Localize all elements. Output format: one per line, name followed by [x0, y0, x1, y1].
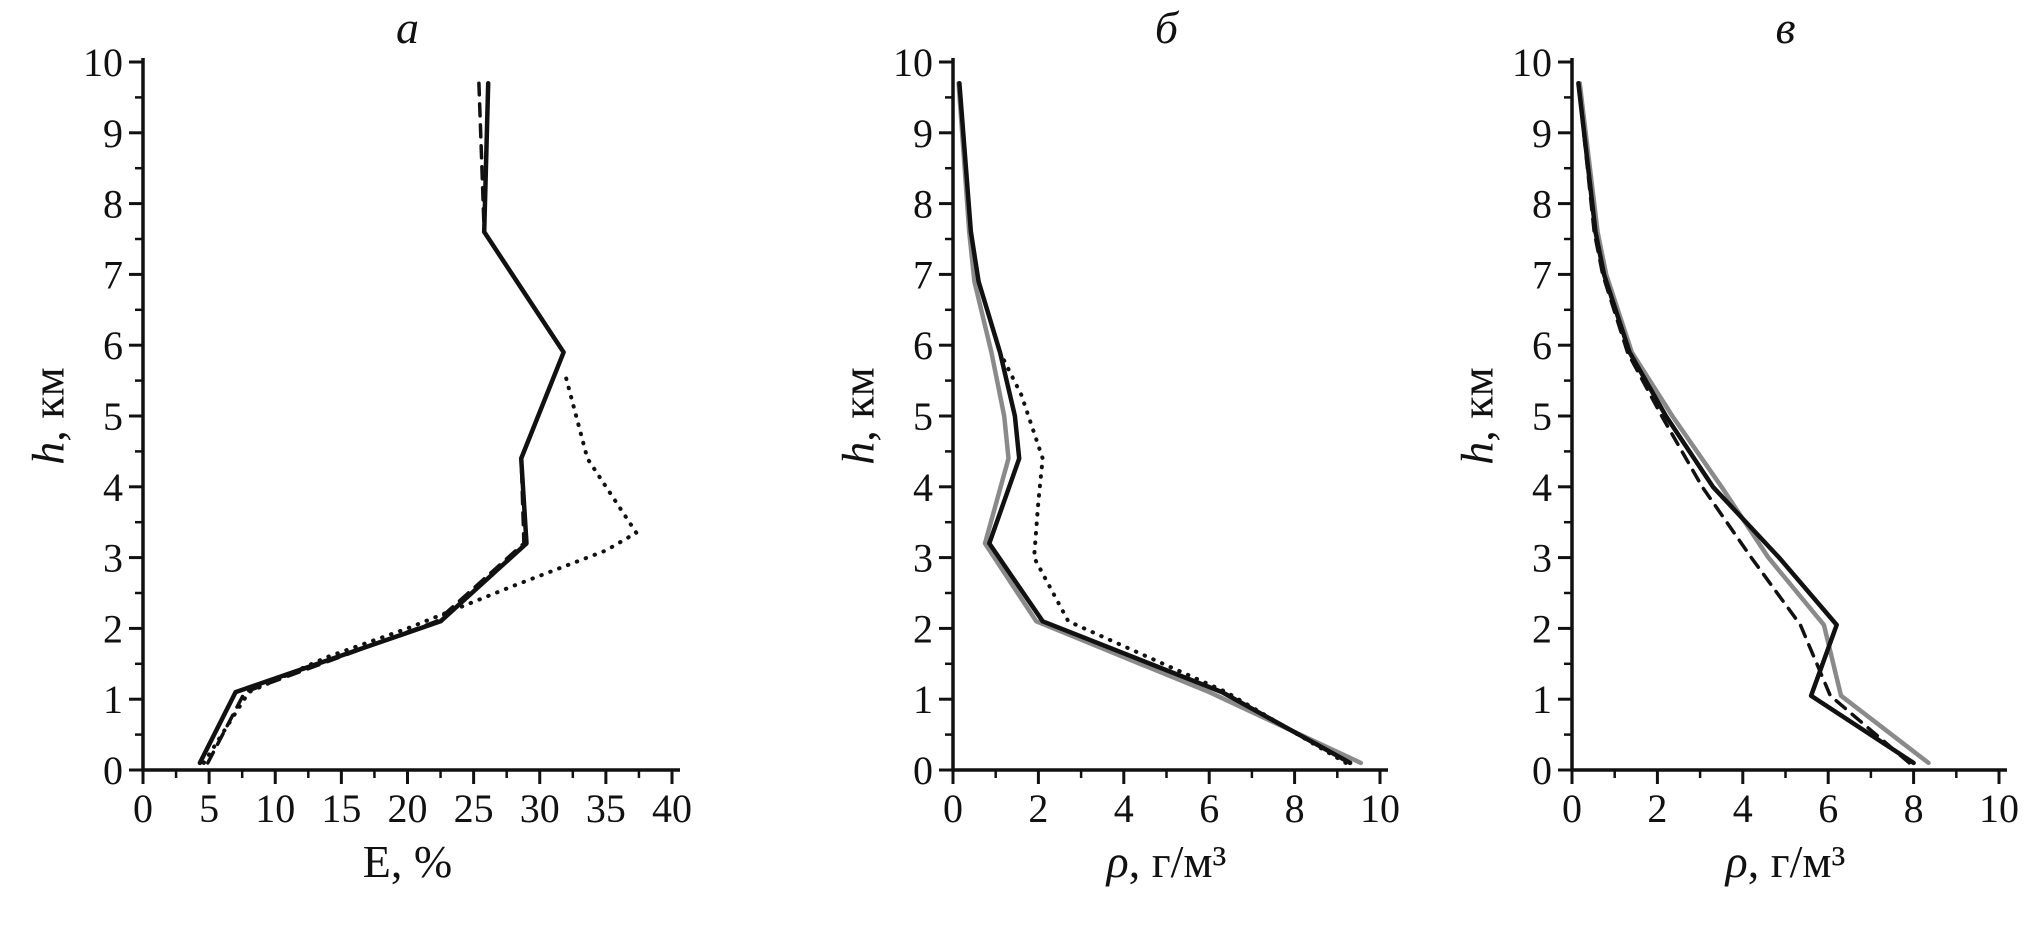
y-tick-label: 9 — [103, 111, 123, 156]
y-tick-label: 7 — [913, 252, 933, 297]
y-tick-label: 5 — [913, 394, 933, 439]
axes-a — [141, 58, 680, 772]
x-tick-label: 4 — [1733, 786, 1753, 831]
panel-v-ylabel-italic: h — [1451, 441, 1503, 465]
y-tick-label: 6 — [103, 323, 123, 368]
y-tick-label: 7 — [103, 252, 123, 297]
panel-a-title: а — [396, 2, 419, 53]
y-tick-label: 1 — [913, 677, 933, 722]
x-tick-label: 0 — [133, 786, 153, 831]
y-tick-label: 4 — [1532, 465, 1552, 510]
y-tick-label: 3 — [913, 536, 933, 581]
panel-a-ylabel-italic: h — [22, 441, 74, 465]
y-tick-label: 9 — [1532, 111, 1552, 156]
y-tick-label: 7 — [1532, 252, 1552, 297]
y-tick-label: 6 — [913, 323, 933, 368]
series-b-solid-black — [957, 80, 1353, 766]
panel-b-xlabel: ρ, г/м³ — [953, 832, 1380, 892]
panel-b-plot: 0 2 4 6 8 10 0 1 2 3 4 5 6 7 8 9 10 — [893, 40, 1400, 831]
panel-a-xlabel-rest: E, % — [362, 836, 453, 887]
panel-a-ylabel: h, км — [22, 367, 75, 464]
y-tick-label: 0 — [1532, 748, 1552, 793]
y-tick-label: 10 — [893, 40, 933, 85]
panel-v-ylabel: h, км — [1451, 367, 1504, 464]
panel-v-xlabel: ρ, г/м³ — [1572, 832, 1999, 892]
y-tick-label: 1 — [1532, 677, 1552, 722]
series-b-solid-gray — [956, 80, 1364, 766]
y-tick-label: 5 — [103, 394, 123, 439]
y-tick-label: 2 — [1532, 606, 1552, 651]
x-tick-label: 8 — [1904, 786, 1924, 831]
series-a-dashed-black — [206, 81, 566, 765]
x-tick-label: 30 — [520, 786, 560, 831]
y-tick-label: 6 — [1532, 323, 1552, 368]
y-tick-label: 2 — [103, 606, 123, 651]
series-v-solid-gray — [1577, 80, 1931, 766]
y-tick-label: 0 — [103, 748, 123, 793]
series-b-dotted-black — [957, 81, 1348, 765]
panel-b-ylabel-rest: , км — [832, 367, 884, 442]
axes-b — [951, 58, 1388, 772]
panel-b-ylabel: h, км — [832, 367, 885, 464]
x-tick-label: 25 — [454, 786, 494, 831]
y-tick-label: 8 — [913, 182, 933, 227]
series-a-solid-black — [197, 80, 566, 766]
y-tick-label: 4 — [103, 465, 123, 510]
y-tick-label: 3 — [1532, 536, 1552, 581]
y-tick-label: 3 — [103, 536, 123, 581]
panel-b-ylabel-italic: h — [832, 441, 884, 465]
panel-v-plot: 0 2 4 6 8 10 0 1 2 3 4 5 6 7 8 9 10 — [1512, 40, 2019, 831]
x-tick-label: 10 — [1360, 786, 1400, 831]
y-tick-label: 4 — [913, 465, 933, 510]
series-v-dashed-black — [1576, 81, 1912, 765]
x-tick-label: 15 — [321, 786, 361, 831]
x-tick-label: 6 — [1199, 786, 1219, 831]
series-a-dotted-black — [201, 371, 639, 765]
panel-a-plot: 0 5 10 15 20 25 30 35 40 0 1 2 3 4 5 6 7 8 9 10 — [83, 40, 692, 831]
x-tick-label: 20 — [388, 786, 428, 831]
panel-b-title: б — [1154, 2, 1179, 53]
panel-v-xlabel-italic: ρ — [1725, 836, 1748, 887]
y-tick-label: 9 — [913, 111, 933, 156]
y-tick-label: 10 — [1512, 40, 1552, 85]
x-tick-label: 0 — [1562, 786, 1582, 831]
y-tick-label: 0 — [913, 748, 933, 793]
y-tick-label: 5 — [1532, 394, 1552, 439]
y-tick-label: 1 — [103, 677, 123, 722]
x-tick-label: 10 — [255, 786, 295, 831]
x-tick-label: 35 — [586, 786, 626, 831]
x-tick-label: 5 — [199, 786, 219, 831]
x-tick-label: 2 — [1028, 786, 1048, 831]
x-tick-label: 40 — [652, 786, 692, 831]
panel-v-ylabel-rest: , км — [1451, 367, 1503, 442]
panel-v-xlabel-rest: , г/м³ — [1747, 836, 1846, 887]
panel-a-ylabel-rest: , км — [22, 367, 74, 442]
x-tick-label: 4 — [1114, 786, 1134, 831]
x-tick-label: 10 — [1979, 786, 2019, 831]
y-tick-label: 2 — [913, 606, 933, 651]
y-tick-label: 8 — [103, 182, 123, 227]
x-tick-label: 6 — [1818, 786, 1838, 831]
axes-v — [1570, 58, 2007, 772]
series-v-solid-black — [1576, 80, 1916, 766]
panel-b-xlabel-italic: ρ — [1106, 836, 1129, 887]
panel-v-title: в — [1775, 2, 1796, 53]
panel-a-xlabel: E, % — [143, 832, 672, 892]
x-tick-label: 2 — [1647, 786, 1667, 831]
x-tick-label: 8 — [1285, 786, 1305, 831]
panel-b-xlabel-rest: , г/м³ — [1128, 836, 1227, 887]
y-tick-label: 10 — [83, 40, 123, 85]
y-tick-label: 8 — [1532, 182, 1552, 227]
x-tick-label: 0 — [943, 786, 963, 831]
